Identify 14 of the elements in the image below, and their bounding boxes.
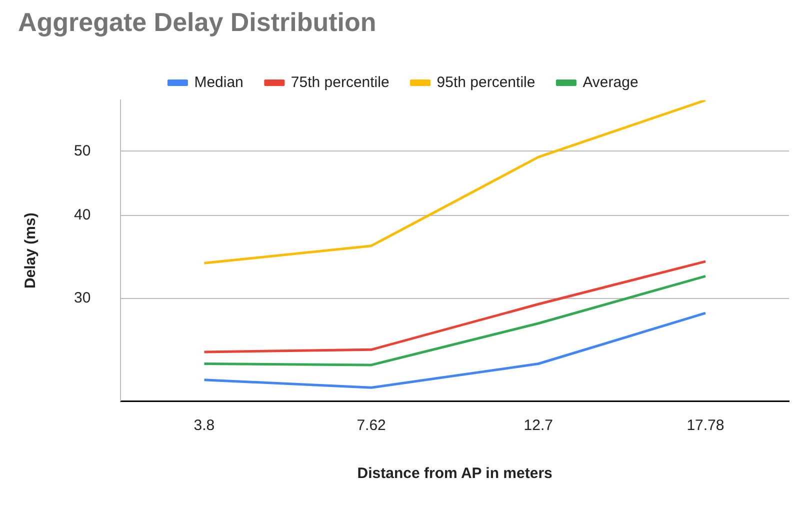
x-axis-title: Distance from AP in meters: [357, 465, 552, 482]
x-tick-label: 12.7: [524, 417, 553, 434]
legend-label: 75th percentile: [290, 74, 390, 91]
legend-label: 95th percentile: [436, 74, 536, 91]
legend-label: Median: [194, 74, 244, 91]
y-axis-title: Delay (ms): [22, 212, 40, 289]
legend-label: Average: [582, 74, 638, 91]
y-tick-label: 30: [74, 289, 91, 306]
chart-title: Aggregate Delay Distribution: [18, 6, 376, 37]
x-tick-label: 7.62: [356, 417, 386, 434]
x-tick-label: 17.78: [686, 417, 724, 434]
y-tick-label: 40: [74, 206, 91, 224]
y-tick-label: 50: [74, 142, 91, 160]
x-tick-label: 3.8: [194, 417, 215, 434]
